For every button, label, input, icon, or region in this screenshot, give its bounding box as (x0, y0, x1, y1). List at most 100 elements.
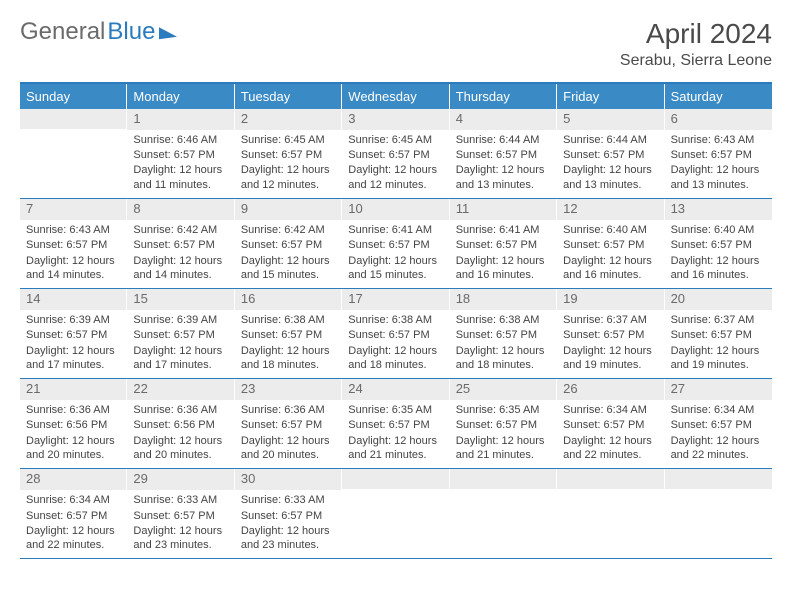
day-number: 30 (235, 469, 342, 490)
sunset-text: Sunset: 6:57 PM (241, 238, 336, 252)
sunrise-text: Sunrise: 6:36 AM (133, 403, 228, 417)
day-number: 13 (665, 199, 772, 220)
sunrise-text: Sunrise: 6:38 AM (241, 313, 336, 327)
daylight-text: Daylight: 12 hours and 21 minutes. (456, 434, 551, 463)
sunset-text: Sunset: 6:57 PM (26, 328, 121, 342)
daylight-text: Daylight: 12 hours and 15 minutes. (348, 254, 443, 283)
sunset-text: Sunset: 6:57 PM (241, 328, 336, 342)
daylight-text: Daylight: 12 hours and 23 minutes. (241, 524, 336, 553)
day-cell: 1Sunrise: 6:46 AMSunset: 6:57 PMDaylight… (127, 109, 234, 198)
day-cell: 10Sunrise: 6:41 AMSunset: 6:57 PMDayligh… (342, 199, 449, 288)
sunrise-text: Sunrise: 6:35 AM (456, 403, 551, 417)
day-number: 24 (342, 379, 449, 400)
day-cell: 9 Sunrise: 6:42 AMSunset: 6:57 PM Daylight… (235, 199, 342, 288)
sunset-text: Sunset: 6:57 PM (241, 509, 336, 523)
sunrise-text: Sunrise: 6:39 AM (133, 313, 228, 327)
day-cell: 2Sunrise: 6:45 AMSunset: 6:57 PMDaylight… (235, 109, 342, 198)
day-number: 3 (342, 109, 449, 130)
day-content: Sunrise: 6:35 AMSunset: 6:57 PMDaylight:… (342, 400, 449, 468)
day-cell: 21Sunrise: 6:36 AMSunset: 6:56 PMDayligh… (20, 379, 127, 468)
day-content: Sunrise: 6:42 AMSunset: 6:57 PM Daylight:… (235, 220, 342, 288)
day-content: Sunrise: 6:42 AMSunset: 6:57 PMDaylight:… (127, 220, 234, 288)
day-content: Sunrise: 6:45 AMSunset: 6:57 PMDaylight:… (235, 130, 342, 198)
day-number: 16 (235, 289, 342, 310)
day-header-monday: Monday (127, 84, 234, 109)
day-header-thursday: Thursday (450, 84, 557, 109)
daylight-text: Daylight: 12 hours and 15 minutes. (241, 254, 336, 283)
daylight-text: Daylight: 12 hours and 20 minutes. (26, 434, 121, 463)
daylight-text: Daylight: 12 hours and 21 minutes. (348, 434, 443, 463)
sunset-text: Sunset: 6:57 PM (563, 148, 658, 162)
day-number: 29 (127, 469, 234, 490)
sunrise-text: Sunrise: 6:40 AM (563, 223, 658, 237)
day-number: 19 (557, 289, 664, 310)
day-content: Sunrise: 6:44 AMSunset: 6:57 PMDaylight:… (450, 130, 557, 198)
week-row: 21Sunrise: 6:36 AMSunset: 6:56 PMDayligh… (20, 379, 772, 469)
daylight-text: Daylight: 12 hours and 20 minutes. (241, 434, 336, 463)
day-cell: 5Sunrise: 6:44 AMSunset: 6:57 PMDaylight… (557, 109, 664, 198)
sunset-text: Sunset: 6:57 PM (133, 328, 228, 342)
sunset-text: Sunset: 6:57 PM (348, 418, 443, 432)
daylight-text: Daylight: 12 hours and 20 minutes. (133, 434, 228, 463)
day-cell: 4Sunrise: 6:44 AMSunset: 6:57 PMDaylight… (450, 109, 557, 198)
sunset-text: Sunset: 6:57 PM (241, 148, 336, 162)
day-cell: 25Sunrise: 6:35 AMSunset: 6:57 PMDayligh… (450, 379, 557, 468)
sunset-text: Sunset: 6:57 PM (456, 328, 551, 342)
day-cell: 26Sunrise: 6:34 AMSunset: 6:57 PMDayligh… (557, 379, 664, 468)
day-cell: 7Sunrise: 6:43 AMSunset: 6:57 PMDaylight… (20, 199, 127, 288)
daylight-text: Daylight: 12 hours and 13 minutes. (456, 163, 551, 192)
sunrise-text: Sunrise: 6:41 AM (348, 223, 443, 237)
daylight-text: Daylight: 12 hours and 16 minutes. (456, 254, 551, 283)
day-cell: 11Sunrise: 6:41 AMSunset: 6:57 PMDayligh… (450, 199, 557, 288)
sunrise-text: Sunrise: 6:42 AM (133, 223, 228, 237)
sunrise-text: Sunrise: 6:40 AM (671, 223, 766, 237)
sunrise-text: Sunrise: 6:34 AM (563, 403, 658, 417)
sunrise-text: Sunrise: 6:33 AM (241, 493, 336, 507)
daylight-text: Daylight: 12 hours and 19 minutes. (563, 344, 658, 373)
day-cell (342, 469, 449, 558)
sunset-text: Sunset: 6:57 PM (671, 238, 766, 252)
day-cell: 28Sunrise: 6:34 AMSunset: 6:57 PMDayligh… (20, 469, 127, 558)
sunrise-text: Sunrise: 6:43 AM (671, 133, 766, 147)
week-row: 28Sunrise: 6:34 AMSunset: 6:57 PMDayligh… (20, 469, 772, 559)
day-number (342, 469, 449, 489)
day-cell: 16Sunrise: 6:38 AMSunset: 6:57 PMDayligh… (235, 289, 342, 378)
week-row: 1Sunrise: 6:46 AMSunset: 6:57 PMDaylight… (20, 109, 772, 199)
day-content: Sunrise: 6:38 AMSunset: 6:57 PMDaylight:… (450, 310, 557, 378)
day-number: 21 (20, 379, 127, 400)
sunset-text: Sunset: 6:57 PM (26, 238, 121, 252)
day-number: 11 (450, 199, 557, 220)
day-cell: 13Sunrise: 6:40 AMSunset: 6:57 PMDayligh… (665, 199, 772, 288)
day-header-friday: Friday (557, 84, 664, 109)
sunrise-text: Sunrise: 6:42 AM (241, 223, 336, 237)
sunrise-text: Sunrise: 6:38 AM (456, 313, 551, 327)
sunset-text: Sunset: 6:57 PM (563, 418, 658, 432)
daylight-text: Daylight: 12 hours and 22 minutes. (671, 434, 766, 463)
sunset-text: Sunset: 6:57 PM (563, 328, 658, 342)
sunset-text: Sunset: 6:57 PM (348, 238, 443, 252)
day-content: Sunrise: 6:36 AMSunset: 6:56 PMDaylight:… (20, 400, 127, 468)
sunrise-text: Sunrise: 6:43 AM (26, 223, 121, 237)
sunset-text: Sunset: 6:57 PM (456, 238, 551, 252)
day-number: 17 (342, 289, 449, 310)
daylight-text: Daylight: 12 hours and 22 minutes. (563, 434, 658, 463)
day-cell: 12Sunrise: 6:40 AMSunset: 6:57 PMDayligh… (557, 199, 664, 288)
day-cell: 30 Sunrise: 6:33 AM Sunset: 6:57 PMDayligh… (235, 469, 342, 558)
sunset-text: Sunset: 6:57 PM (671, 418, 766, 432)
day-cell (450, 469, 557, 558)
day-header-row: Sunday Monday Tuesday Wednesday Thursday… (20, 84, 772, 109)
day-number (665, 469, 772, 489)
sunset-text: Sunset: 6:57 PM (348, 328, 443, 342)
day-content: Sunrise: 6:40 AMSunset: 6:57 PMDaylight:… (665, 220, 772, 288)
day-cell: 14Sunrise: 6:39 AMSunset: 6:57 PMDayligh… (20, 289, 127, 378)
day-number: 23 (235, 379, 342, 400)
daylight-text: Daylight: 12 hours and 17 minutes. (133, 344, 228, 373)
day-number: 20 (665, 289, 772, 310)
sunrise-text: Sunrise: 6:37 AM (671, 313, 766, 327)
sunrise-text: Sunrise: 6:44 AM (456, 133, 551, 147)
day-number: 9 (235, 199, 342, 220)
day-number: 18 (450, 289, 557, 310)
logo-text-1: General (20, 18, 105, 46)
weeks-container: 1Sunrise: 6:46 AMSunset: 6:57 PMDaylight… (20, 109, 772, 559)
day-number: 5 (557, 109, 664, 130)
